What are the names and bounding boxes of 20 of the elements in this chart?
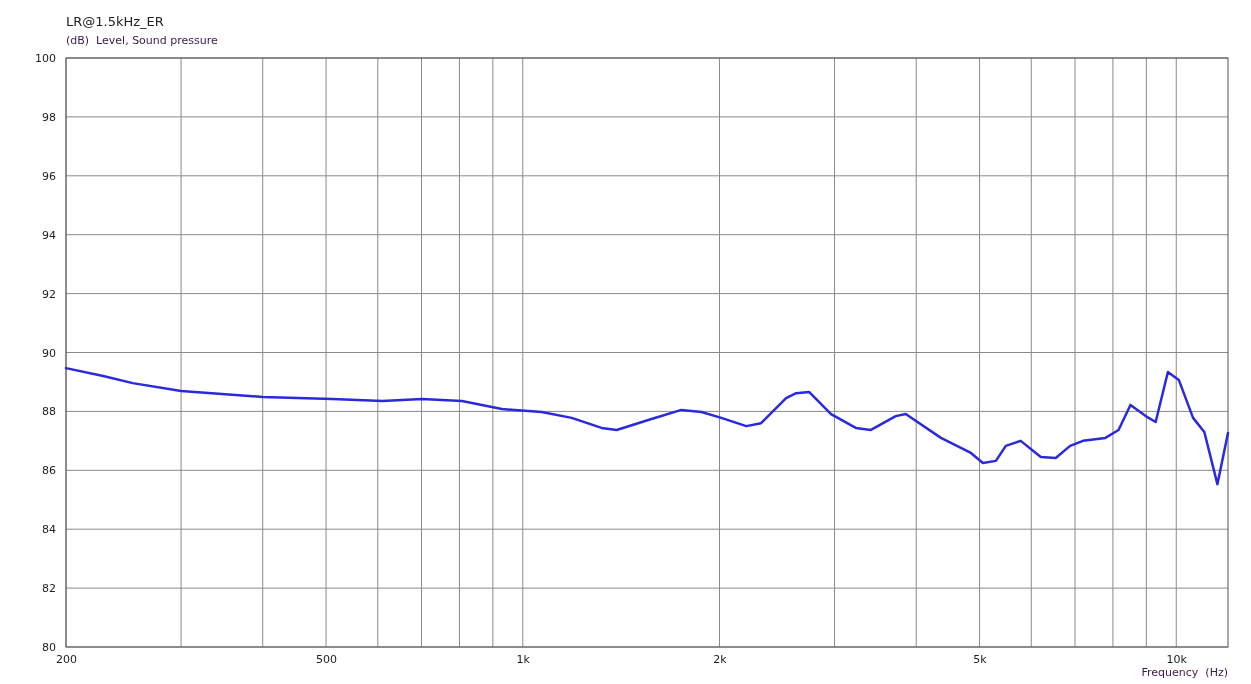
y-tick-label: 84 [42, 523, 56, 537]
y-tick-label: 94 [42, 228, 56, 242]
chart-title: LR@1.5kHz_ER [66, 14, 164, 29]
y-tick-label: 96 [42, 169, 56, 183]
y-tick-label: 86 [42, 464, 56, 478]
x-tick-label: 500 [316, 652, 338, 666]
y-tick-label: 80 [42, 641, 56, 655]
y-tick-label: 90 [42, 346, 56, 360]
y-axis-title: (dB) Level, Sound pressure [66, 34, 219, 47]
y-tick-label: 100 [35, 52, 56, 66]
y-tick-label: 82 [42, 582, 56, 596]
y-tick-label: 92 [42, 287, 56, 301]
y-tick-label: 98 [42, 110, 56, 124]
x-axis-title: Frequency (Hz) [1141, 666, 1228, 679]
x-tick-label: 2k [713, 652, 728, 666]
x-tick-label: 1k [516, 652, 531, 666]
x-tick-label: 5k [973, 652, 988, 666]
x-tick-label: 10k [1166, 652, 1188, 666]
x-tick-label: 200 [56, 652, 77, 666]
y-tick-label: 88 [42, 405, 56, 419]
